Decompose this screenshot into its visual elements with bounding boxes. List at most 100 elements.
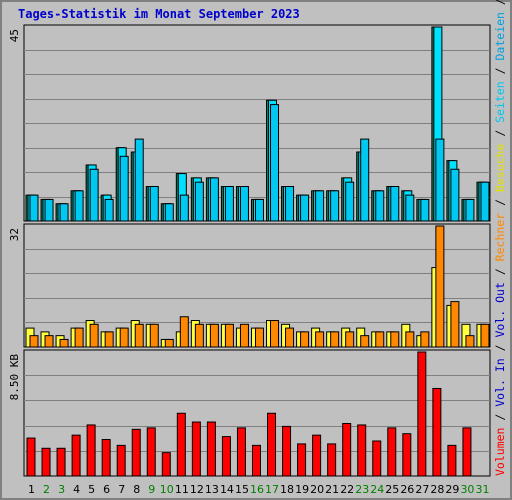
volume-bar-volumen-30 (462, 427, 472, 477)
day-label-7: 7 (118, 483, 125, 496)
volume-bar-volumen-27 (417, 351, 427, 477)
legend-volumen: Volumen (493, 428, 507, 476)
visits-bar-rechner-4 (74, 327, 84, 348)
legend-seiten: Seiten (493, 81, 507, 123)
visits-bar-rechner-19 (300, 331, 310, 348)
day-label-24: 24 (370, 483, 384, 496)
day-label-23: 23 (355, 483, 369, 496)
volume-bar-volumen-9 (146, 427, 156, 477)
visits-bar-rechner-3 (59, 338, 69, 348)
legend-separator: / (493, 61, 507, 82)
legend-separator: / (493, 0, 507, 12)
volume-bar-volumen-4 (71, 434, 81, 477)
volume-bar-volumen-10 (161, 452, 171, 477)
day-label-15: 15 (235, 483, 249, 496)
day-label-18: 18 (280, 483, 294, 496)
visits-bar-rechner-20 (315, 331, 325, 348)
volume-bar-volumen-2 (41, 447, 51, 477)
requests-bar-seiten-16 (254, 198, 264, 222)
requests-bar-seiten-3 (59, 203, 69, 222)
legend-separator: / (493, 407, 507, 428)
requests-bar-seiten-31 (480, 181, 490, 222)
day-label-13: 13 (205, 483, 219, 496)
visits-bar-rechner-24 (375, 331, 385, 348)
y-axis-max-label: 32 (8, 228, 21, 241)
requests-bar-seiten-14 (224, 186, 234, 222)
day-label-22: 22 (340, 483, 354, 496)
volume-bar-volumen-11 (176, 412, 186, 477)
requests-bar-seiten-24 (375, 190, 385, 222)
requests-bar-seiten-17 (270, 104, 280, 222)
visits-bar-rechner-27 (420, 331, 430, 348)
volume-bar-volumen-24 (372, 440, 382, 477)
requests-bar-seiten-9 (149, 186, 159, 222)
visits-bar-rechner-10 (164, 338, 174, 348)
y-axis-max-label: 8.50 KB (8, 354, 21, 401)
visits-bar-rechner-13 (209, 323, 219, 348)
requests-bar-seiten-26 (405, 194, 415, 222)
requests-bar-seiten-20 (315, 190, 325, 222)
visits-bar-rechner-11 (179, 316, 189, 348)
visits-bar-rechner-23 (360, 335, 370, 348)
plot-area-visits (23, 223, 491, 348)
volume-bar-volumen-22 (342, 422, 352, 477)
legend-separator: / (493, 123, 507, 144)
day-label-4: 4 (73, 483, 80, 496)
requests-bar-seiten-7 (119, 155, 129, 222)
legend-rechner: Rechner (493, 213, 507, 262)
day-label-20: 20 (310, 483, 324, 496)
visits-bar-rechner-26 (405, 331, 415, 348)
visits-bar-rechner-29 (450, 301, 460, 348)
y-axis-max-label: 45 (8, 29, 21, 42)
legend-separator: / (493, 261, 507, 282)
volume-bar-volumen-18 (282, 425, 292, 477)
volume-bar-volumen-6 (101, 439, 111, 477)
requests-bar-seiten-13 (209, 177, 219, 222)
day-label-1: 1 (28, 483, 35, 496)
legend-vol-in: Vol. In (493, 358, 507, 406)
legend-separator: / (493, 192, 507, 213)
requests-bar-seiten-27 (420, 198, 430, 222)
volume-bar-volumen-20 (312, 434, 322, 477)
visits-bar-rechner-2 (44, 335, 54, 348)
visits-bar-rechner-1 (29, 335, 39, 348)
visits-bar-rechner-15 (239, 323, 249, 348)
day-label-5: 5 (88, 483, 95, 496)
volume-bar-volumen-25 (387, 427, 397, 477)
requests-bar-seiten-10 (164, 203, 174, 222)
volume-bar-volumen-16 (251, 444, 261, 477)
requests-bar-seiten-12 (194, 181, 204, 222)
visits-bar-rechner-9 (149, 323, 159, 348)
day-label-25: 25 (385, 483, 399, 496)
day-label-27: 27 (415, 483, 429, 496)
visits-bar-rechner-14 (224, 323, 234, 348)
day-label-26: 26 (400, 483, 414, 496)
requests-bar-seiten-18 (285, 186, 295, 222)
requests-bar-seiten-30 (465, 198, 475, 222)
legend-dateien: Dateien (493, 12, 507, 60)
day-label-31: 31 (475, 483, 489, 496)
requests-bar-seiten-15 (239, 186, 249, 222)
requests-bar-seiten-28 (435, 138, 445, 222)
day-label-10: 10 (160, 483, 174, 496)
volume-bar-volumen-19 (297, 443, 307, 477)
volume-bar-volumen-7 (116, 444, 126, 477)
volume-bar-volumen-13 (206, 421, 216, 477)
day-label-11: 11 (175, 483, 189, 496)
volume-bar-volumen-26 (402, 433, 412, 477)
day-label-14: 14 (220, 483, 234, 496)
visits-bar-rechner-21 (330, 331, 340, 348)
legend-besuche: Besuche (493, 144, 507, 193)
day-label-12: 12 (190, 483, 204, 496)
volume-bar-volumen-29 (447, 444, 457, 477)
visits-bar-rechner-30 (465, 335, 475, 348)
visits-bar-rechner-7 (119, 327, 129, 348)
day-label-30: 30 (460, 483, 474, 496)
visits-bar-rechner-18 (285, 327, 295, 348)
day-label-19: 19 (295, 483, 309, 496)
volume-bar-volumen-3 (56, 447, 66, 477)
visits-bar-rechner-8 (134, 323, 144, 348)
visits-bar-rechner-28 (435, 225, 445, 348)
legend-vol-out: Vol. Out (493, 282, 507, 337)
requests-bar-seiten-6 (104, 198, 114, 222)
